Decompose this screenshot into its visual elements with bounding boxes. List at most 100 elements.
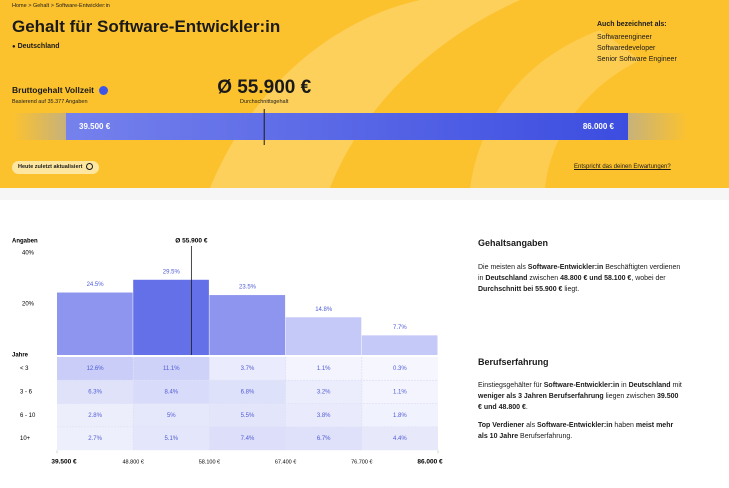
heat-cell	[209, 426, 286, 451]
location: ● Deutschland	[12, 43, 60, 50]
alias: Softwareengineer	[597, 34, 652, 41]
heat-label: 3.7%	[241, 366, 255, 372]
heat-label: 6.8%	[241, 390, 255, 396]
range-max-label: 86.000 €	[583, 122, 615, 131]
rows-label: Jahre	[12, 353, 29, 359]
row-label: < 3	[20, 366, 29, 372]
heat-label: 1.8%	[393, 413, 407, 419]
x-tick-label: 39.500 €	[51, 459, 77, 466]
heat-cell	[133, 380, 210, 404]
feedback-link[interactable]: Entspricht das deinen Erwartungen?	[574, 164, 671, 170]
bar	[285, 317, 362, 355]
alias: Softwaredeveloper	[597, 45, 656, 52]
paragraph: Top Verdiener als Software-Entwickler:in…	[478, 420, 683, 442]
bar-value-label: 14.8%	[315, 307, 333, 313]
info-icon[interactable]	[99, 86, 109, 96]
pin-icon: ●	[12, 44, 16, 50]
bar	[209, 295, 286, 355]
salary-range	[66, 113, 628, 140]
bar	[361, 335, 438, 355]
bar-fade	[12, 113, 66, 140]
heat-cell	[285, 403, 362, 427]
row-label: 3 - 6	[20, 390, 33, 396]
bar	[133, 279, 209, 355]
heat-cell	[133, 426, 210, 451]
breadcrumb-item[interactable]: Gehalt	[32, 3, 50, 9]
breadcrumb-item[interactable]: Software-Entwickler:in	[55, 3, 110, 9]
text-run: Deutschland	[628, 382, 671, 389]
heat-cell	[285, 426, 362, 451]
text-run: zwischen	[527, 275, 561, 282]
heat-label: 5%	[167, 413, 176, 419]
heat-cell	[57, 357, 134, 381]
heat-label: 7.4%	[241, 436, 255, 442]
heat-cell	[133, 403, 210, 427]
breadcrumb-separator: >	[28, 3, 32, 9]
paragraph: Einstiegsgehälter für Software-Entwickle…	[478, 380, 683, 413]
aliases: Softwareengineer Softwaredeveloper Senior …	[597, 32, 677, 65]
bar-value-label: 23.5%	[239, 285, 257, 291]
text-run: Die meisten als	[478, 264, 528, 271]
text-run: .	[525, 404, 528, 411]
location-text: Deutschland	[17, 43, 60, 50]
paragraph: Die meisten als Software-Entwickler:in B…	[478, 262, 683, 295]
aliases-heading: Auch bezeichnet als:	[597, 21, 667, 28]
heat-label: 5.1%	[164, 436, 178, 442]
bar-value-label: 7.7%	[393, 325, 407, 331]
x-tick-label: 76.700 €	[351, 459, 372, 465]
average-caption: Durchschnittsgehalt	[240, 99, 289, 105]
text-run: meist mehr als 10 Jahre	[478, 422, 674, 440]
text-run: 39.500 € und 48.800 €	[478, 393, 679, 411]
bar-fade	[628, 113, 688, 140]
heat-label: 5.5%	[241, 413, 255, 419]
heat-label: 3.8%	[317, 413, 331, 419]
row-label: 10+	[20, 436, 31, 442]
text-run: Software-Entwickler:in	[527, 264, 604, 271]
x-tick-label: 48.800 €	[122, 459, 143, 465]
breadcrumb-item[interactable]: Home	[12, 3, 27, 9]
heat-label: 12.6%	[87, 366, 105, 372]
heat-label: 0.3%	[393, 366, 407, 372]
heat-cell	[209, 380, 286, 404]
heat-label: 1.1%	[317, 366, 331, 372]
alias: Senior Software Engineer	[597, 56, 677, 63]
text-run: als	[524, 422, 538, 429]
range-min-label: 39.500 €	[79, 122, 111, 131]
heat-cell	[285, 357, 362, 381]
heat-cell	[57, 380, 134, 404]
updated-text: Heute zuletzt aktualisiert	[18, 164, 83, 170]
heat-cell	[361, 380, 438, 404]
text-run: liegt.	[562, 286, 580, 293]
heat-label: 11.1%	[163, 366, 180, 372]
heat-label: 6.3%	[88, 390, 102, 396]
text-run: Einstiegsgehälter für	[478, 382, 544, 389]
y-axis-label: Angaben	[12, 239, 38, 245]
text-run: liegen zwischen	[603, 393, 657, 400]
salary-basis: Basierend auf 35.377 Angaben	[12, 99, 88, 105]
text-run: Berufserfahrung.	[518, 433, 573, 440]
heat-label: 6.7%	[317, 436, 331, 442]
heat-cell	[361, 426, 438, 451]
average-salary: Ø 55.900 €	[217, 77, 312, 98]
shadow	[0, 188, 729, 200]
x-tick-label: 67.400 €	[275, 459, 296, 465]
deco-band	[210, 0, 520, 188]
breadcrumb: Home > Gehalt > Software-Entwickler:in	[12, 3, 110, 9]
x-tick-label: 86.000 €	[417, 459, 443, 466]
heat-label: 1.1%	[393, 390, 407, 396]
heat-cell	[133, 357, 210, 381]
updated-pill: Heute zuletzt aktualisiert	[12, 161, 100, 174]
y-tick-label: 40%	[22, 251, 35, 257]
section-heading: Gehaltsangaben	[478, 238, 549, 248]
average-label: Ø 55.900 €	[175, 238, 208, 245]
deco-band	[470, 30, 640, 188]
heat-label: 8.4%	[164, 390, 178, 396]
heat-cell	[361, 357, 438, 381]
page-title: Gehalt für Software-Entwickler:in	[12, 17, 281, 36]
text-run: , wobei der	[631, 275, 666, 282]
heat-label: 2.8%	[88, 413, 102, 419]
salary-label-text: Bruttogehalt Vollzeit	[12, 85, 95, 95]
text-run: Top Verdiener	[478, 422, 525, 429]
